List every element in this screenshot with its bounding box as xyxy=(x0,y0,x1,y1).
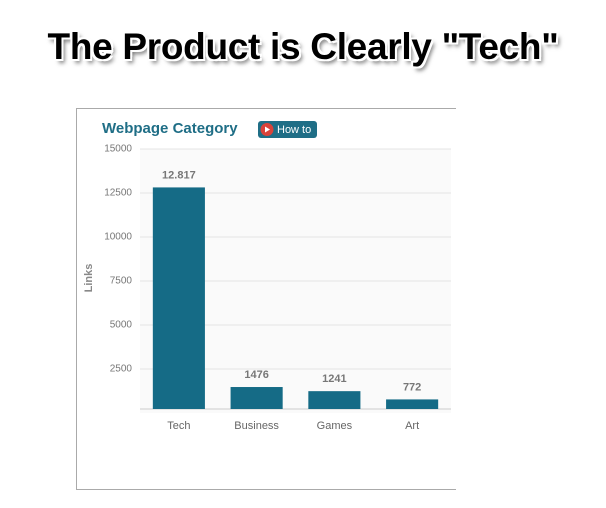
button-bg[interactable] xyxy=(258,121,317,138)
heading: The Product is Clearly "Tech" xyxy=(47,26,559,67)
play-triangle[interactable] xyxy=(265,126,270,133)
data-label: 12.817 xyxy=(162,169,196,181)
y-tick-label: 12500 xyxy=(104,188,132,199)
button-label[interactable]: How to xyxy=(277,124,311,136)
data-label: 1241 xyxy=(322,373,346,385)
bar xyxy=(152,187,205,409)
bar xyxy=(230,387,283,409)
y-tick-label: 15000 xyxy=(104,144,132,155)
y-tick-label: 2500 xyxy=(110,364,133,375)
y-tick-label: 10000 xyxy=(104,232,132,243)
y-axis-title: Links xyxy=(83,264,95,293)
x-tick-label: Tech xyxy=(167,420,190,432)
data-label: 1476 xyxy=(244,369,268,381)
bar xyxy=(386,399,439,409)
x-tick-label: Games xyxy=(317,420,353,432)
how-to-button[interactable]: How to xyxy=(258,121,317,138)
bar xyxy=(308,391,361,409)
x-tick-label: Business xyxy=(234,420,279,432)
chart-card xyxy=(76,108,456,490)
chart-title: Webpage Category xyxy=(102,120,238,137)
y-tick-label: 7500 xyxy=(110,276,133,287)
x-tick-label: Art xyxy=(405,420,419,432)
y-tick-label: 5000 xyxy=(110,320,133,331)
data-label: 772 xyxy=(403,381,421,393)
